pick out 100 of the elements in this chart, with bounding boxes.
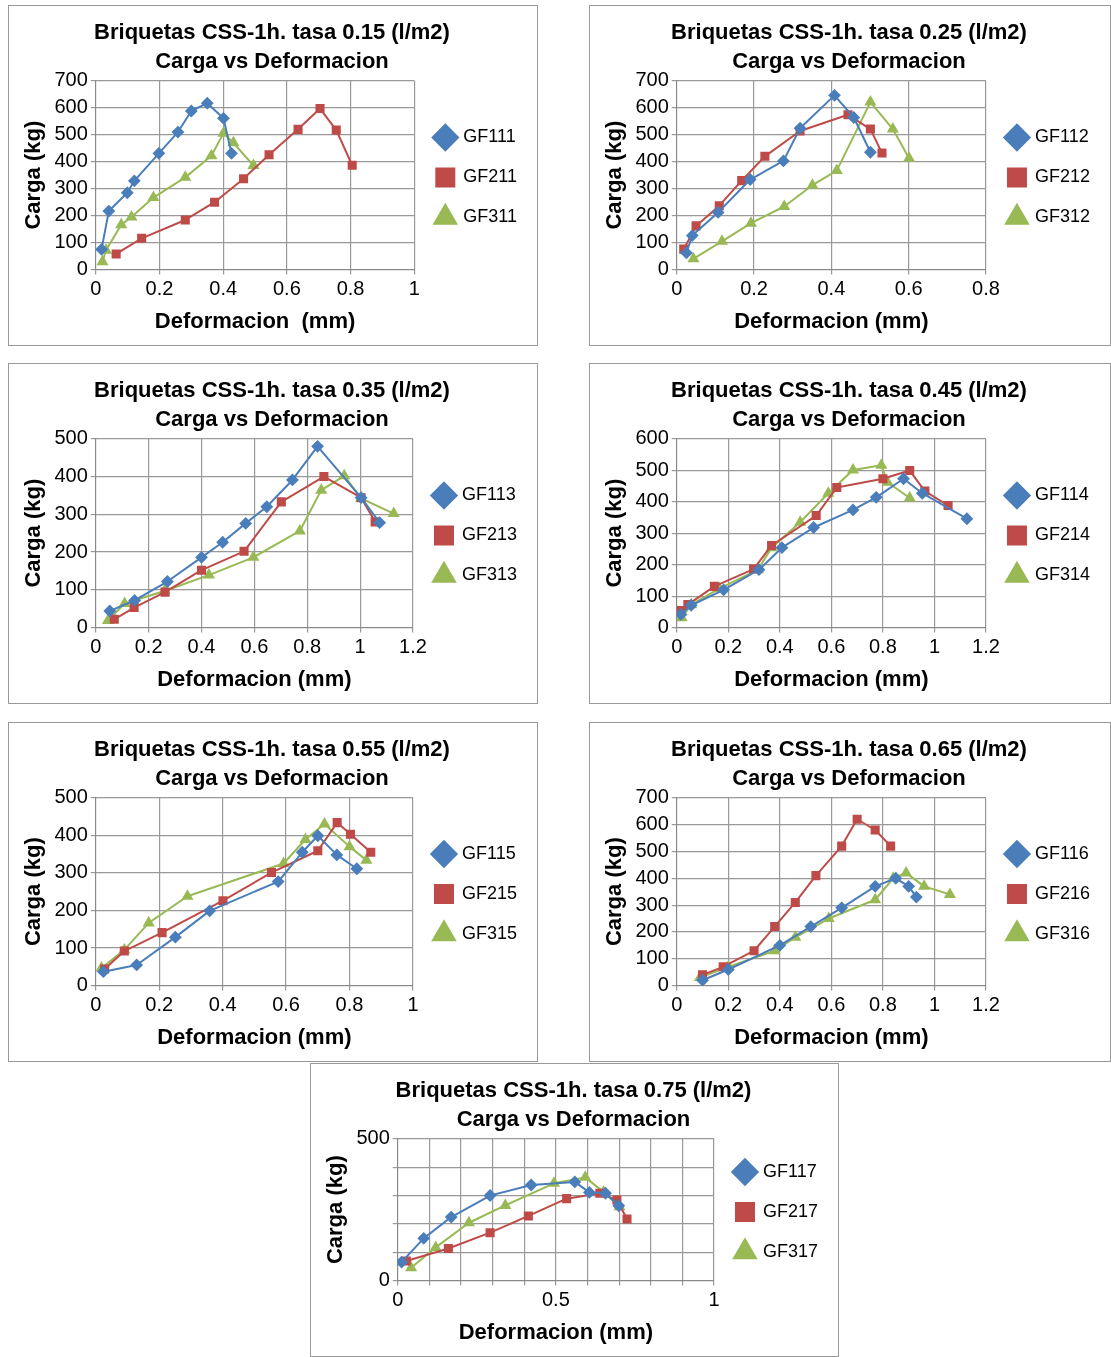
y-tick-label: 300 (635, 176, 669, 199)
x-tick-label: 0.4 (765, 993, 794, 1016)
y-tick-label: 400 (635, 865, 669, 888)
y-tick-label: 100 (635, 230, 669, 253)
x-tick-label: 1.2 (399, 635, 427, 658)
y-tick-label: 600 (635, 812, 669, 835)
y-tick-label: 0 (76, 615, 88, 638)
x-axis-title: Deformacion (mm) (157, 1023, 352, 1049)
y-tick-label: 500 (54, 785, 88, 808)
y-axis-title: Carga (kg) (601, 837, 627, 947)
x-tick-label: 0 (671, 277, 683, 300)
x-tick-label: 1 (708, 1288, 720, 1311)
legend-label: GF217 (762, 1200, 818, 1221)
chart-subtitle: Carga vs Deformacion (155, 405, 389, 431)
x-tick-label: 0.8 (293, 635, 322, 658)
y-axis-title: Carga (kg) (20, 120, 46, 230)
legend-label: GF114 (1034, 484, 1089, 505)
x-tick-label: 0 (392, 1288, 404, 1311)
x-tick-label: 0.6 (240, 635, 269, 658)
x-tick-label: 0.2 (145, 993, 174, 1016)
legend-label: GF215 (461, 882, 517, 903)
legend-label: GF112 (1034, 126, 1089, 147)
y-axis-title: Carga (kg) (601, 478, 627, 588)
x-tick-label: 0.2 (740, 277, 768, 300)
x-tick-label: 0.4 (187, 635, 216, 658)
chart-subtitle: Carga vs Deformacion (732, 764, 966, 790)
x-axis-title: Deformacion (mm) (154, 307, 356, 333)
y-tick-label: 500 (635, 122, 669, 145)
y-tick-label: 200 (635, 919, 669, 942)
legend-label: GF311 (463, 206, 518, 227)
y-axis-title: Carga (kg) (20, 837, 46, 947)
legend-label: GF317 (762, 1240, 818, 1261)
x-tick-label: 0.8 (869, 635, 897, 658)
x-tick-label: 0.8 (972, 277, 1000, 300)
x-tick-label: 0.4 (765, 635, 794, 658)
x-tick-label: 0.4 (208, 993, 237, 1016)
x-axis-title: Deformacion (mm) (734, 307, 929, 333)
x-tick-label: 0.2 (714, 993, 743, 1016)
y-tick-label: 500 (54, 122, 88, 145)
legend-label: GF116 (1034, 842, 1089, 863)
y-axis-title: Carga (kg) (20, 478, 46, 588)
legend-label: GF313 (461, 564, 517, 585)
y-tick-label: 500 (356, 1126, 390, 1149)
chart-title: Briquetas CSS-1h. tasa 0.25 (l/m2) (671, 19, 1027, 45)
y-tick-label: 0 (657, 257, 669, 280)
x-axis-title: Deformacion (mm) (734, 1023, 929, 1049)
y-tick-label: 100 (54, 230, 88, 253)
y-tick-label: 0 (657, 615, 669, 638)
y-tick-label: 400 (54, 822, 88, 845)
x-tick-label: 0 (90, 635, 102, 658)
legend-label: GF314 (1034, 564, 1090, 585)
x-tick-label: 0 (671, 993, 683, 1016)
y-tick-label: 300 (635, 520, 669, 543)
chart-title: Briquetas CSS-1h. tasa 0.45 (l/m2) (671, 377, 1027, 403)
y-tick-label: 200 (635, 552, 669, 575)
y-tick-label: 500 (54, 426, 88, 449)
y-tick-label: 300 (54, 860, 88, 883)
y-tick-label: 600 (54, 95, 88, 118)
x-tick-label: 1 (408, 277, 420, 300)
legend-label: GF211 (463, 166, 518, 187)
y-tick-label: 500 (635, 838, 669, 861)
legend-label: GF315 (461, 922, 517, 943)
x-axis-title: Deformacion (mm) (734, 665, 929, 691)
y-tick-label: 400 (54, 149, 88, 172)
x-tick-label: 1 (928, 993, 940, 1016)
x-tick-label: 0.8 (869, 993, 897, 1016)
y-tick-label: 400 (635, 149, 669, 172)
chart-title: Briquetas CSS-1h. tasa 0.35 (l/m2) (94, 377, 450, 403)
x-axis-title: Deformacion (mm) (157, 665, 352, 691)
chart-subtitle: Carga vs Deformacion (155, 47, 389, 73)
y-tick-label: 600 (635, 95, 669, 118)
y-tick-label: 100 (54, 577, 88, 600)
y-tick-label: 0 (76, 257, 88, 280)
legend-label: GF113 (461, 484, 516, 505)
y-tick-label: 200 (54, 539, 88, 562)
chart-title: Briquetas CSS-1h. tasa 0.75 (l/m2) (395, 1077, 752, 1103)
legend-label: GF117 (762, 1160, 817, 1181)
legend-label: GF312 (1034, 206, 1090, 227)
x-tick-label: 0.8 (335, 993, 364, 1016)
x-tick-label: 0.6 (272, 993, 300, 1016)
x-tick-label: 1 (407, 993, 419, 1016)
y-tick-label: 100 (635, 946, 669, 969)
legend-label: GF213 (461, 524, 517, 545)
y-tick-label: 300 (54, 501, 88, 524)
legend-label: GF316 (1034, 922, 1090, 943)
x-tick-label: 0.2 (714, 635, 743, 658)
x-tick-label: 0.4 (209, 277, 238, 300)
chart-subtitle: Carga vs Deformacion (732, 47, 966, 73)
legend-label: GF115 (461, 842, 516, 863)
x-tick-label: 1 (928, 635, 940, 658)
legend-label: GF212 (1034, 166, 1090, 187)
x-tick-label: 1.2 (972, 993, 1000, 1016)
chart-subtitle: Carga vs Deformacion (456, 1105, 691, 1131)
x-tick-label: 0.6 (817, 993, 846, 1016)
y-tick-label: 400 (635, 489, 669, 512)
y-tick-label: 100 (635, 583, 669, 606)
x-axis-title: Deformacion (mm) (458, 1318, 654, 1344)
y-tick-label: 700 (635, 68, 669, 91)
x-tick-label: 0.2 (145, 277, 174, 300)
x-tick-label: 0.8 (336, 277, 365, 300)
